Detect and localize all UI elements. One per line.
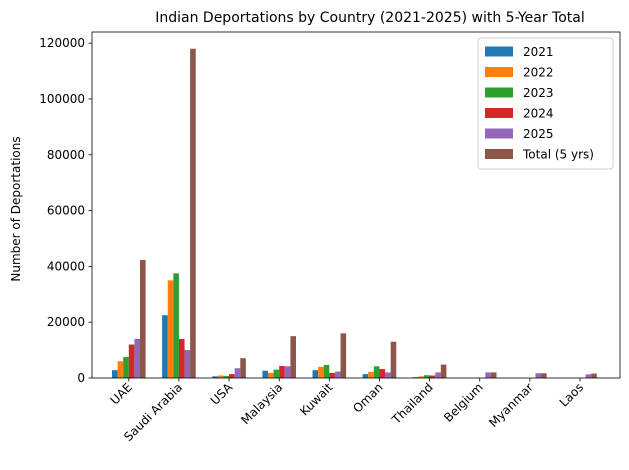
bar-2021-usa (212, 376, 218, 378)
y-tick-label: 80000 (47, 148, 85, 162)
bar-2025-uae (134, 338, 140, 378)
y-tick-label: 20000 (47, 315, 85, 329)
bar-total-5-yrs--laos (591, 373, 597, 378)
bar-2025-myanmar (535, 373, 542, 378)
bar-2023-thailand (424, 375, 430, 378)
bar-total-5-yrs--malaysia (290, 336, 296, 378)
bar-2025-laos (585, 374, 592, 378)
bar-2025-saudi-arabia (184, 350, 191, 378)
y-tick-label: 120000 (39, 36, 85, 50)
bar-2021-saudi-arabia (162, 315, 168, 378)
bar-total-5-yrs--kuwait (340, 333, 347, 378)
legend: 2021 2022 2023 2024 2025 Total (5 yrs) (477, 37, 614, 170)
bar-total-5-yrs--belgium (490, 372, 497, 378)
bar-2021-uae (112, 370, 118, 378)
bar-2021-malaysia (262, 370, 268, 378)
bar-total-5-yrs--oman (390, 341, 397, 378)
legend-label: 2024 (523, 107, 554, 121)
bar-2024-uae (128, 344, 135, 378)
bar-2023-oman (373, 366, 380, 378)
bar-2022-oman (368, 371, 374, 378)
bar-total-5-yrs--saudi-arabia (190, 48, 196, 379)
bar-2022-uae (117, 361, 124, 378)
bar-total-5-yrs--uae (140, 259, 146, 378)
bar-2023-kuwait (323, 364, 330, 378)
legend-swatch (485, 108, 513, 118)
x-tick-label: Malaysia (238, 380, 285, 427)
legend-label: 2025 (523, 127, 554, 141)
bar-2024-saudi-arabia (178, 338, 185, 378)
y-tick-label: 100000 (39, 92, 85, 106)
x-tick-label: Oman (350, 380, 385, 415)
legend-label: 2023 (523, 86, 554, 100)
legend-label: 2021 (523, 45, 554, 59)
bar-2025-oman (385, 372, 391, 378)
y-tick-label: 40000 (47, 259, 85, 273)
bar-2023-saudi-arabia (173, 273, 179, 378)
bar-2023-uae (123, 357, 129, 378)
bar-2022-saudi-arabia (167, 280, 174, 378)
bar-2022-thailand (418, 376, 424, 378)
plot-frame (91, 31, 621, 379)
x-tick-label: Belgium (441, 380, 486, 425)
bar-2023-malaysia (273, 369, 280, 378)
bar-2025-kuwait (334, 371, 341, 378)
bar-2025-belgium (485, 372, 491, 378)
x-tick-label: Kuwait (297, 380, 335, 418)
x-tick-label: Thailand (389, 380, 436, 427)
legend-swatch (485, 87, 513, 98)
x-tick-label: USA (208, 380, 236, 408)
bar-2022-malaysia (268, 372, 274, 378)
legend-label: Total (5 yrs) (522, 148, 594, 162)
bar-2021-kuwait (312, 370, 319, 378)
legend-swatch (485, 46, 513, 57)
bar-2024-malaysia (279, 366, 285, 378)
legend-swatch (485, 128, 513, 139)
bar-2022-kuwait (318, 366, 324, 378)
bar-total-5-yrs--myanmar (541, 373, 547, 378)
bar-2025-malaysia (284, 366, 291, 378)
x-tick-label: UAE (108, 380, 135, 407)
bar-2024-kuwait (329, 372, 335, 378)
legend-label: 2022 (523, 66, 554, 80)
bar-2021-oman (362, 374, 369, 378)
bar-total-5-yrs--usa (240, 358, 246, 378)
legend-swatch (485, 67, 513, 77)
bar-2024-thailand (429, 375, 436, 378)
bar-2024-oman (379, 369, 386, 378)
bar-total-5-yrs--thailand (440, 364, 447, 378)
bar-2025-thailand (435, 372, 441, 378)
bar-2021-thailand (412, 377, 419, 378)
bar-2023-usa (223, 376, 230, 378)
bar-2025-usa (234, 368, 241, 378)
bar-2024-usa (229, 374, 235, 378)
chart-title: Indian Deportations by Country (2021-202… (155, 10, 585, 26)
y-axis-label: Number of Deportations (9, 136, 23, 281)
bar-2022-usa (217, 375, 224, 378)
x-tick-label: Myanmar (486, 380, 536, 430)
y-tick-label: 60000 (47, 204, 85, 218)
legend-swatch (485, 149, 513, 159)
y-tick-label: 0 (77, 371, 85, 385)
x-tick-label: Laos (557, 380, 586, 409)
